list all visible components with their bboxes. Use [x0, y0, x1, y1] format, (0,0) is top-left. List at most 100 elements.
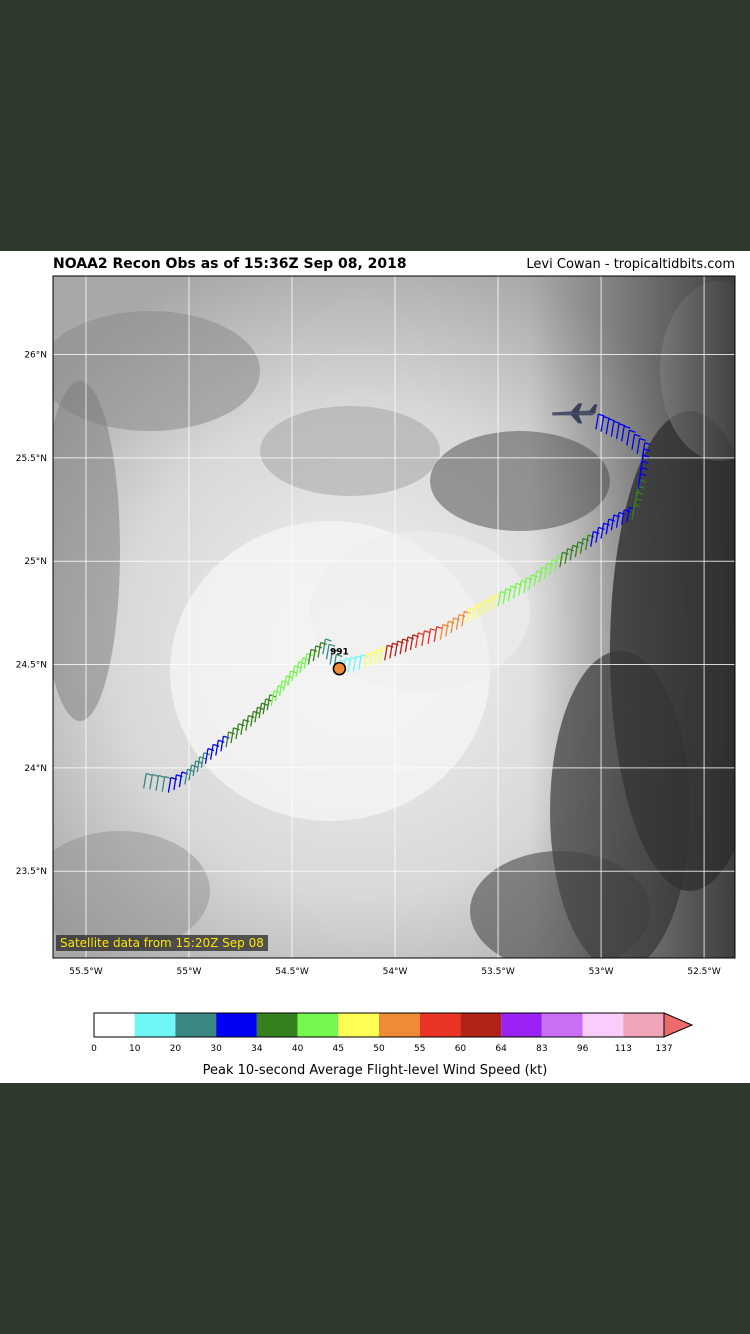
- colorbar-tick-label: 96: [577, 1044, 589, 1054]
- wind-barb-flag: [315, 645, 323, 649]
- figure-panel: NOAA2 Recon Obs as of 15:36Z Sep 08, 201…: [0, 251, 750, 1083]
- wind-barb: [262, 698, 267, 715]
- colorbar-tick-label: 50: [373, 1044, 385, 1054]
- wind-barb-flag: [642, 460, 649, 464]
- wind-barb-flag: [336, 653, 343, 658]
- wind-barb: [641, 442, 646, 458]
- wind-barb: [358, 654, 362, 671]
- wind-barb-flag: [310, 648, 318, 652]
- wind-barb-flag: [233, 727, 240, 731]
- wind-barb: [421, 630, 425, 647]
- wind-barb: [312, 645, 317, 662]
- satellite-image: [53, 276, 735, 958]
- wind-barb-flag: [639, 479, 646, 483]
- wind-barb-flag: [642, 454, 650, 458]
- wind-barb-flag: [582, 537, 590, 542]
- colorbar-swatch: [175, 1013, 217, 1037]
- wind-barb: [455, 614, 460, 630]
- colorbar-swatch: [94, 1013, 135, 1037]
- wind-barb: [621, 509, 625, 526]
- wind-barb: [240, 719, 245, 735]
- wind-barb-flag: [618, 423, 626, 427]
- colorbar-swatch: [419, 1013, 461, 1037]
- wind-barb: [497, 591, 502, 607]
- colorbar-swatch: [297, 1013, 339, 1037]
- wind-barb: [466, 607, 471, 624]
- lat-tick-label: 24°N: [24, 764, 47, 774]
- wind-barb: [270, 690, 275, 706]
- wind-barb: [439, 624, 444, 640]
- wind-barb: [204, 748, 209, 764]
- wind-barb: [427, 628, 432, 644]
- wind-barb-flag: [593, 530, 600, 535]
- colorbar-extend-arrow: [663, 1012, 694, 1038]
- wind-barb: [579, 538, 584, 554]
- colorbar-tick-label: 60: [455, 1044, 467, 1054]
- wind-barb-flag: [623, 425, 631, 429]
- wind-barb-flag: [152, 773, 159, 777]
- wind-barb: [325, 644, 330, 660]
- wind-barb: [368, 651, 373, 667]
- wind-barb: [200, 752, 205, 768]
- wind-barb-flag: [608, 418, 615, 422]
- wind-barb: [254, 707, 259, 723]
- wind-barb-flag: [328, 643, 336, 647]
- wind-barb: [512, 583, 517, 599]
- wind-barb: [399, 638, 404, 655]
- wind-barb: [303, 653, 308, 669]
- wind-barb: [384, 645, 388, 661]
- latitude-labels: 26°N 25.5°N 25°N 24.5°N 24°N 23.5°N: [16, 351, 47, 878]
- colorbar-swatch: [541, 1013, 583, 1037]
- wind-barb: [196, 756, 201, 773]
- colorbar-tick-label: 40: [292, 1044, 304, 1054]
- wind-barb-flag: [640, 473, 647, 477]
- wind-barb-flag: [598, 413, 605, 417]
- wind-barb-flag: [613, 420, 621, 424]
- colorbar-tick-label: 20: [170, 1044, 182, 1054]
- wind-barb-flag: [634, 433, 641, 438]
- wind-barb: [631, 434, 636, 450]
- wind-barb: [295, 661, 300, 678]
- lon-tick-label: 53°W: [589, 967, 614, 977]
- wind-barb: [600, 416, 605, 432]
- wind-barb: [404, 636, 409, 653]
- colorbar-tick-label: 34: [251, 1044, 263, 1054]
- wind-barb: [192, 760, 197, 777]
- wind-barb: [610, 421, 615, 437]
- wind-barb-flag: [145, 772, 153, 776]
- wind-barb: [414, 632, 419, 649]
- wind-barb: [626, 430, 630, 446]
- colorbar-tick-label: 10: [129, 1044, 141, 1054]
- wind-barb-flag: [207, 747, 215, 752]
- wind-barb: [209, 744, 214, 760]
- wind-barb: [492, 594, 497, 610]
- wind-barb: [317, 642, 322, 658]
- wind-barb: [266, 694, 271, 711]
- wind-barb: [394, 640, 399, 657]
- lon-tick-label: 55.5°W: [69, 967, 103, 977]
- wind-barb: [307, 649, 312, 665]
- wind-barb-flag: [551, 559, 559, 563]
- lat-tick-label: 26°N: [24, 351, 47, 361]
- wind-barb-flag: [248, 714, 255, 719]
- wind-barb: [450, 617, 455, 634]
- lon-tick-label: 52.5°W: [687, 967, 721, 977]
- wind-barb: [595, 413, 600, 430]
- wind-barb-flag: [644, 442, 652, 446]
- figure-title: NOAA2 Recon Obs as of 15:36Z Sep 08, 201…: [53, 256, 407, 272]
- wind-barb: [245, 715, 250, 731]
- wind-barb: [215, 740, 219, 756]
- wind-barb: [487, 596, 491, 613]
- wind-barb: [528, 574, 533, 591]
- wind-barb-flag: [243, 718, 250, 723]
- colorbar-swatch: [501, 1013, 542, 1037]
- colorbar-tick-label: 83: [536, 1044, 547, 1054]
- wind-barb-flag: [238, 723, 245, 727]
- colorbar-swatch: [134, 1013, 176, 1037]
- wind-barb: [161, 776, 166, 792]
- wind-barb: [283, 675, 287, 692]
- wind-barb: [538, 567, 543, 583]
- wind-barb-flag: [639, 437, 646, 442]
- wind-barb-flag: [587, 534, 595, 538]
- wind-barb: [291, 665, 296, 682]
